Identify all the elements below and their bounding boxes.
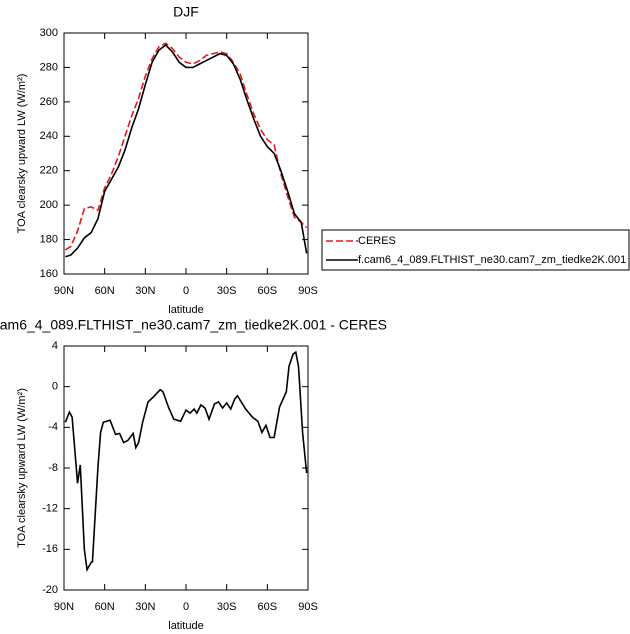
- legend-label: f.cam6_4_089.FLTHIST_ne30.cam7_zm_tiedke…: [358, 254, 626, 266]
- legend-label: CERES: [358, 235, 396, 247]
- legend-box: [321, 229, 630, 271]
- x-tick-label: 60S: [258, 285, 278, 297]
- y-tick-label: -20: [42, 584, 58, 596]
- x-tick-label: 30N: [135, 285, 155, 297]
- chart-title: f.cam6_4_089.FLTHIST_ne30.cam7_zm_tiedke…: [0, 317, 387, 333]
- data-line: [64, 42, 308, 251]
- y-tick-label: 260: [40, 96, 58, 108]
- y-tick-label: -4: [48, 421, 58, 433]
- chart-title: DJF: [173, 4, 199, 20]
- y-tick-label: 200: [40, 199, 58, 211]
- x-tick-label: 90N: [54, 601, 74, 613]
- y-tick-label: 300: [40, 27, 58, 39]
- x-tick-label: 0: [183, 285, 189, 297]
- y-tick-label: 160: [40, 268, 58, 280]
- x-tick-label: 90S: [298, 285, 318, 297]
- x-axis-label: latitude: [168, 304, 203, 316]
- x-tick-label: 0: [183, 601, 189, 613]
- x-axis-label: latitude: [168, 620, 203, 632]
- y-tick-label: 220: [40, 165, 58, 177]
- y-tick-label: 280: [40, 61, 58, 73]
- x-tick-label: 60N: [95, 285, 115, 297]
- plot-frame: [63, 345, 309, 591]
- data-line: [65, 43, 308, 258]
- x-tick-label: 30N: [135, 601, 155, 613]
- x-tick-label: 60S: [258, 601, 278, 613]
- x-tick-label: 90S: [298, 601, 318, 613]
- y-tick-label: 4: [52, 340, 58, 352]
- y-tick-label: -16: [42, 543, 58, 555]
- y-axis-label: TOA clearsky upward LW (W/m²): [16, 74, 28, 234]
- x-tick-label: 90N: [54, 285, 74, 297]
- x-tick-label: 30S: [217, 601, 237, 613]
- x-tick-label: 60N: [95, 601, 115, 613]
- y-tick-label: 0: [52, 381, 58, 393]
- plot-frame: [63, 32, 309, 275]
- data-line: [64, 350, 308, 573]
- x-tick-label: 30S: [217, 285, 237, 297]
- y-tick-label: 240: [40, 130, 58, 142]
- y-axis-label: TOA clearsky upward LW (W/m²): [16, 388, 28, 548]
- y-tick-label: -12: [42, 503, 58, 515]
- y-tick-label: -8: [48, 462, 58, 474]
- y-tick-label: 180: [40, 233, 58, 245]
